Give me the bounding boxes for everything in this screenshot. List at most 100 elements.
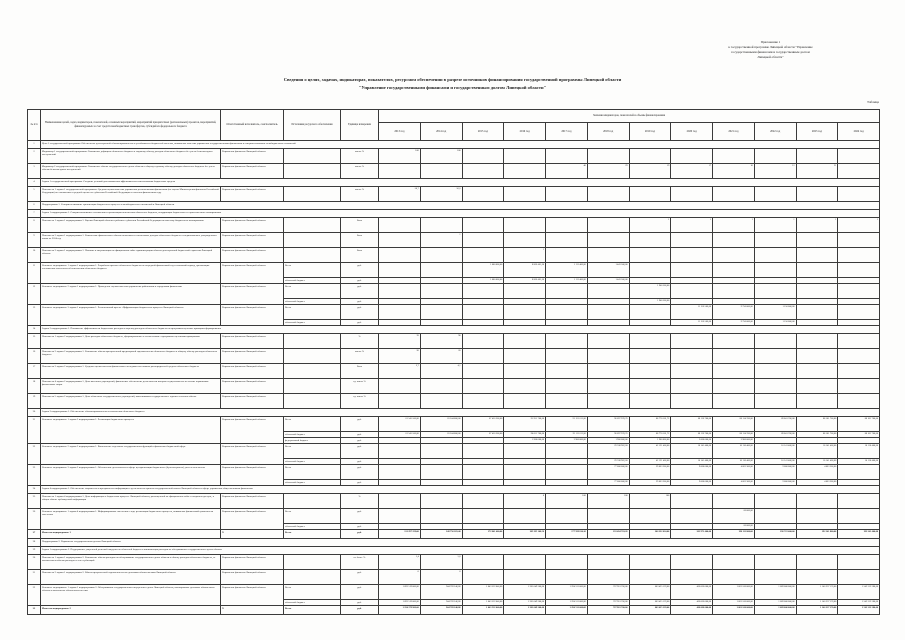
unit-cell: руб.	[340, 508, 379, 524]
value-cell	[545, 232, 588, 248]
executor-cell: Управление финансов Липецкой области	[220, 554, 284, 570]
value-cell	[586, 186, 630, 202]
source-cell: Всего	[283, 584, 341, 600]
unit-cell: Балл	[340, 247, 379, 263]
source-cell	[283, 554, 341, 570]
value-cell: 1	[712, 217, 755, 233]
value-cell: 91 121 611,60	[545, 416, 588, 432]
table-row: 31 Показатель 2 задачи 1 подпрограммы 2. …	[27, 569, 880, 585]
value-cell	[419, 508, 463, 524]
value-cell	[712, 247, 755, 263]
value-cell: 1 940 500,00	[628, 283, 672, 299]
value-cell	[461, 393, 505, 409]
value-cell: 88 770 161,72	[628, 416, 672, 432]
value-cell	[712, 363, 755, 379]
value-cell	[461, 569, 505, 585]
value-cell: 10	[712, 163, 755, 179]
value-cell	[670, 262, 713, 278]
value-cell	[461, 247, 505, 263]
source-cell	[283, 393, 341, 409]
value-cell	[586, 569, 630, 585]
value-cell	[753, 554, 797, 570]
table-row: 21 Основное мероприятие 1 задачи 3 подпро…	[27, 416, 880, 444]
value-cell	[503, 186, 546, 202]
executor-cell: Управление финансов Липецкой области	[220, 163, 284, 179]
value-cell: 1 281 049 200,00	[503, 605, 546, 615]
name-cell: Показатель 1 задачи 2 подпрограммы 1. До…	[40, 333, 221, 349]
source-cell: Всего	[283, 605, 341, 615]
row-number-cell: 28	[27, 538, 41, 547]
year-header: 2021 год	[712, 122, 755, 141]
section-cell: Задача 4 подпрограммы 1. Обеспечение отк…	[40, 485, 880, 494]
value-cell: 1	[419, 232, 463, 248]
value-cell	[419, 464, 463, 480]
value-cell	[461, 493, 505, 509]
row-number-cell: 1	[27, 140, 41, 149]
value-cell	[712, 554, 755, 570]
value-cell: 196 111 800,00	[712, 529, 755, 539]
value-cell	[461, 378, 505, 394]
source-cell	[283, 186, 341, 202]
value-cell	[753, 569, 797, 585]
value-cell	[670, 348, 713, 364]
value-cell: 1 194 379 966,60	[378, 605, 421, 615]
unit-cell: руб.	[340, 584, 379, 600]
value-cell	[378, 217, 421, 233]
value-cell	[545, 569, 588, 585]
executor-cell: Управление финансов Липецкой области	[220, 508, 284, 530]
value-cell	[670, 333, 713, 349]
value-cell	[712, 283, 755, 299]
unit-cell: руб.	[340, 605, 379, 615]
value-cell	[712, 378, 755, 394]
value-cell	[419, 283, 463, 299]
value-cell	[795, 508, 839, 524]
year-header: 2023 год	[795, 122, 839, 141]
value-cell	[503, 378, 546, 394]
value-cell	[628, 348, 672, 364]
value-cell	[795, 554, 839, 570]
value-cell: 1	[503, 247, 546, 263]
unit-cell: руб.	[340, 443, 379, 459]
name-cell: Показатель 2 задачи 1 подпрограммы 1. От…	[40, 232, 221, 248]
value-cell	[503, 283, 546, 299]
value-cell: 50,7	[378, 186, 421, 202]
name-cell: Основное мероприятие 1 задачи 1 подпрогр…	[40, 262, 221, 284]
unit-cell: руб.	[340, 529, 379, 539]
col-header-name: Наименование целей, задач, индикаторов, …	[40, 109, 221, 141]
row-number-cell: 11	[27, 262, 41, 284]
value-cell	[628, 569, 672, 585]
value-cell: 603 425 139,00	[628, 584, 672, 600]
value-cell	[753, 393, 797, 409]
col-header-unit: Единица измерения	[340, 109, 379, 141]
name-cell: Индикатор 1 государственной программы. О…	[40, 148, 221, 164]
table-label: Таблица	[867, 100, 879, 104]
value-cell	[461, 148, 505, 164]
value-cell	[795, 348, 839, 364]
value-cell	[503, 554, 546, 570]
name-cell: Основное мероприятие 1 задачи 1 подпрогр…	[40, 584, 221, 606]
value-cell	[670, 508, 713, 524]
executor-cell: Управление финансов Липецкой области	[220, 148, 284, 164]
value-cell: 767 961 760,00	[586, 605, 630, 615]
source-cell	[283, 217, 341, 233]
table-row: 10 Показатель 3 задачи 1 подпрограммы 1. …	[27, 247, 880, 263]
value-cell: 88 101 700,00	[795, 416, 839, 432]
value-cell	[461, 348, 505, 364]
value-cell	[670, 186, 713, 202]
value-cell	[419, 262, 463, 278]
executor-cell: Управление финансов Липецкой области	[220, 283, 284, 305]
value-cell: 100	[419, 148, 463, 164]
executor-cell: Управление финансов Липецкой области	[220, 333, 284, 349]
source-cell: Всего	[283, 443, 341, 459]
value-cell: 12	[753, 163, 797, 179]
value-cell	[378, 232, 421, 248]
value-cell	[378, 247, 421, 263]
unit-cell: число %	[340, 348, 379, 364]
value-cell: 90	[419, 333, 463, 349]
value-cell	[712, 569, 755, 585]
executor-cell: Управление финансов Липецкой области	[220, 304, 284, 326]
value-cell: 944 769 246,86	[419, 605, 463, 615]
unit-cell: %	[340, 493, 379, 509]
value-cell	[503, 363, 546, 379]
value-cell: 10 141 400,00	[795, 443, 839, 459]
